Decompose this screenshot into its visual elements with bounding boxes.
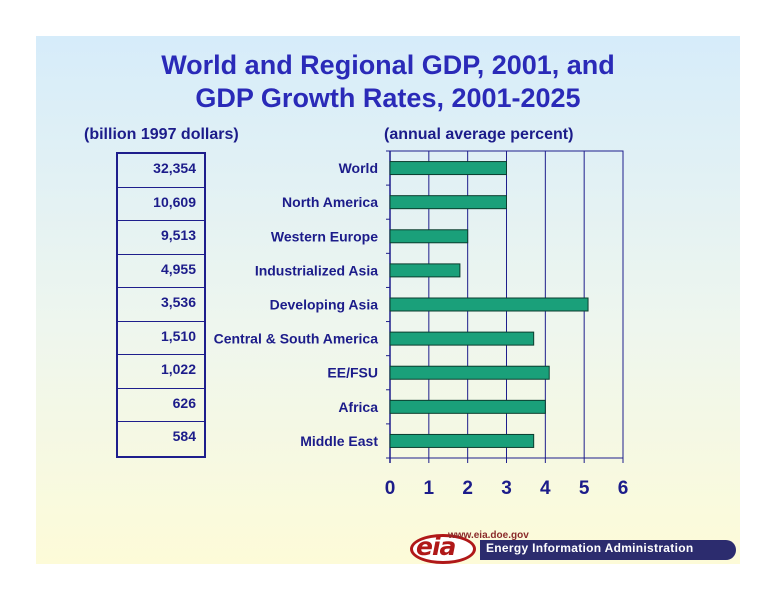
gdp-value-cell: 9,513 bbox=[118, 221, 204, 255]
x-tick-label: 6 bbox=[618, 478, 629, 499]
gdp-value-table: 32,354 10,609 9,513 4,955 3,536 1,510 1,022 626… bbox=[116, 152, 206, 458]
gdp-value-cell: 584 bbox=[172, 428, 196, 445]
gdp-value-cell: 1,510 bbox=[118, 322, 204, 356]
category-label: North America bbox=[282, 194, 378, 210]
gdp-value-cell: 32,354 bbox=[118, 154, 204, 188]
bar bbox=[389, 297, 589, 312]
logo-oval bbox=[410, 534, 476, 564]
logo-banner bbox=[480, 540, 736, 560]
agency-name: Energy Information Administration bbox=[486, 541, 694, 555]
bar bbox=[389, 433, 535, 448]
category-label: EE/FSU bbox=[327, 365, 378, 381]
chart-title-line-1: World and Regional GDP, 2001, and bbox=[161, 50, 615, 80]
bar bbox=[389, 161, 507, 176]
category-label: Central & South America bbox=[214, 331, 379, 347]
gdp-value-cell: 3,536 bbox=[118, 288, 204, 322]
bar bbox=[389, 195, 507, 210]
gdp-value-cell: 1,022 bbox=[118, 355, 204, 389]
agency-url: www.eia.doe.gov bbox=[448, 530, 529, 541]
bar bbox=[389, 331, 535, 346]
x-tick-label: 4 bbox=[540, 478, 551, 499]
bar bbox=[389, 263, 461, 278]
bar bbox=[389, 399, 546, 414]
growth-units-label: (annual average percent) bbox=[384, 126, 574, 143]
gdp-value-cell: 4,955 bbox=[118, 255, 204, 289]
gdp-units-label: (billion 1997 dollars) bbox=[84, 126, 239, 143]
gdp-value-cell: 626 bbox=[118, 389, 204, 423]
bar bbox=[389, 229, 469, 244]
eia-logo: eia bbox=[416, 532, 456, 561]
x-tick-label: 2 bbox=[462, 478, 473, 499]
category-label: Developing Asia bbox=[270, 297, 379, 313]
category-label: World bbox=[339, 160, 378, 176]
category-label: Africa bbox=[338, 399, 378, 415]
x-tick-label: 3 bbox=[501, 478, 512, 499]
chart-title-line-2: GDP Growth Rates, 2001-2025 bbox=[195, 83, 581, 113]
category-label: Western Europe bbox=[271, 228, 378, 244]
x-tick-label: 5 bbox=[579, 478, 590, 499]
x-tick-label: 0 bbox=[385, 478, 396, 499]
category-label: Industrialized Asia bbox=[255, 262, 378, 278]
gdp-value-cell: 10,609 bbox=[118, 188, 204, 222]
x-tick-label: 1 bbox=[424, 478, 435, 499]
category-label: Middle East bbox=[300, 433, 378, 449]
bar bbox=[389, 365, 550, 380]
